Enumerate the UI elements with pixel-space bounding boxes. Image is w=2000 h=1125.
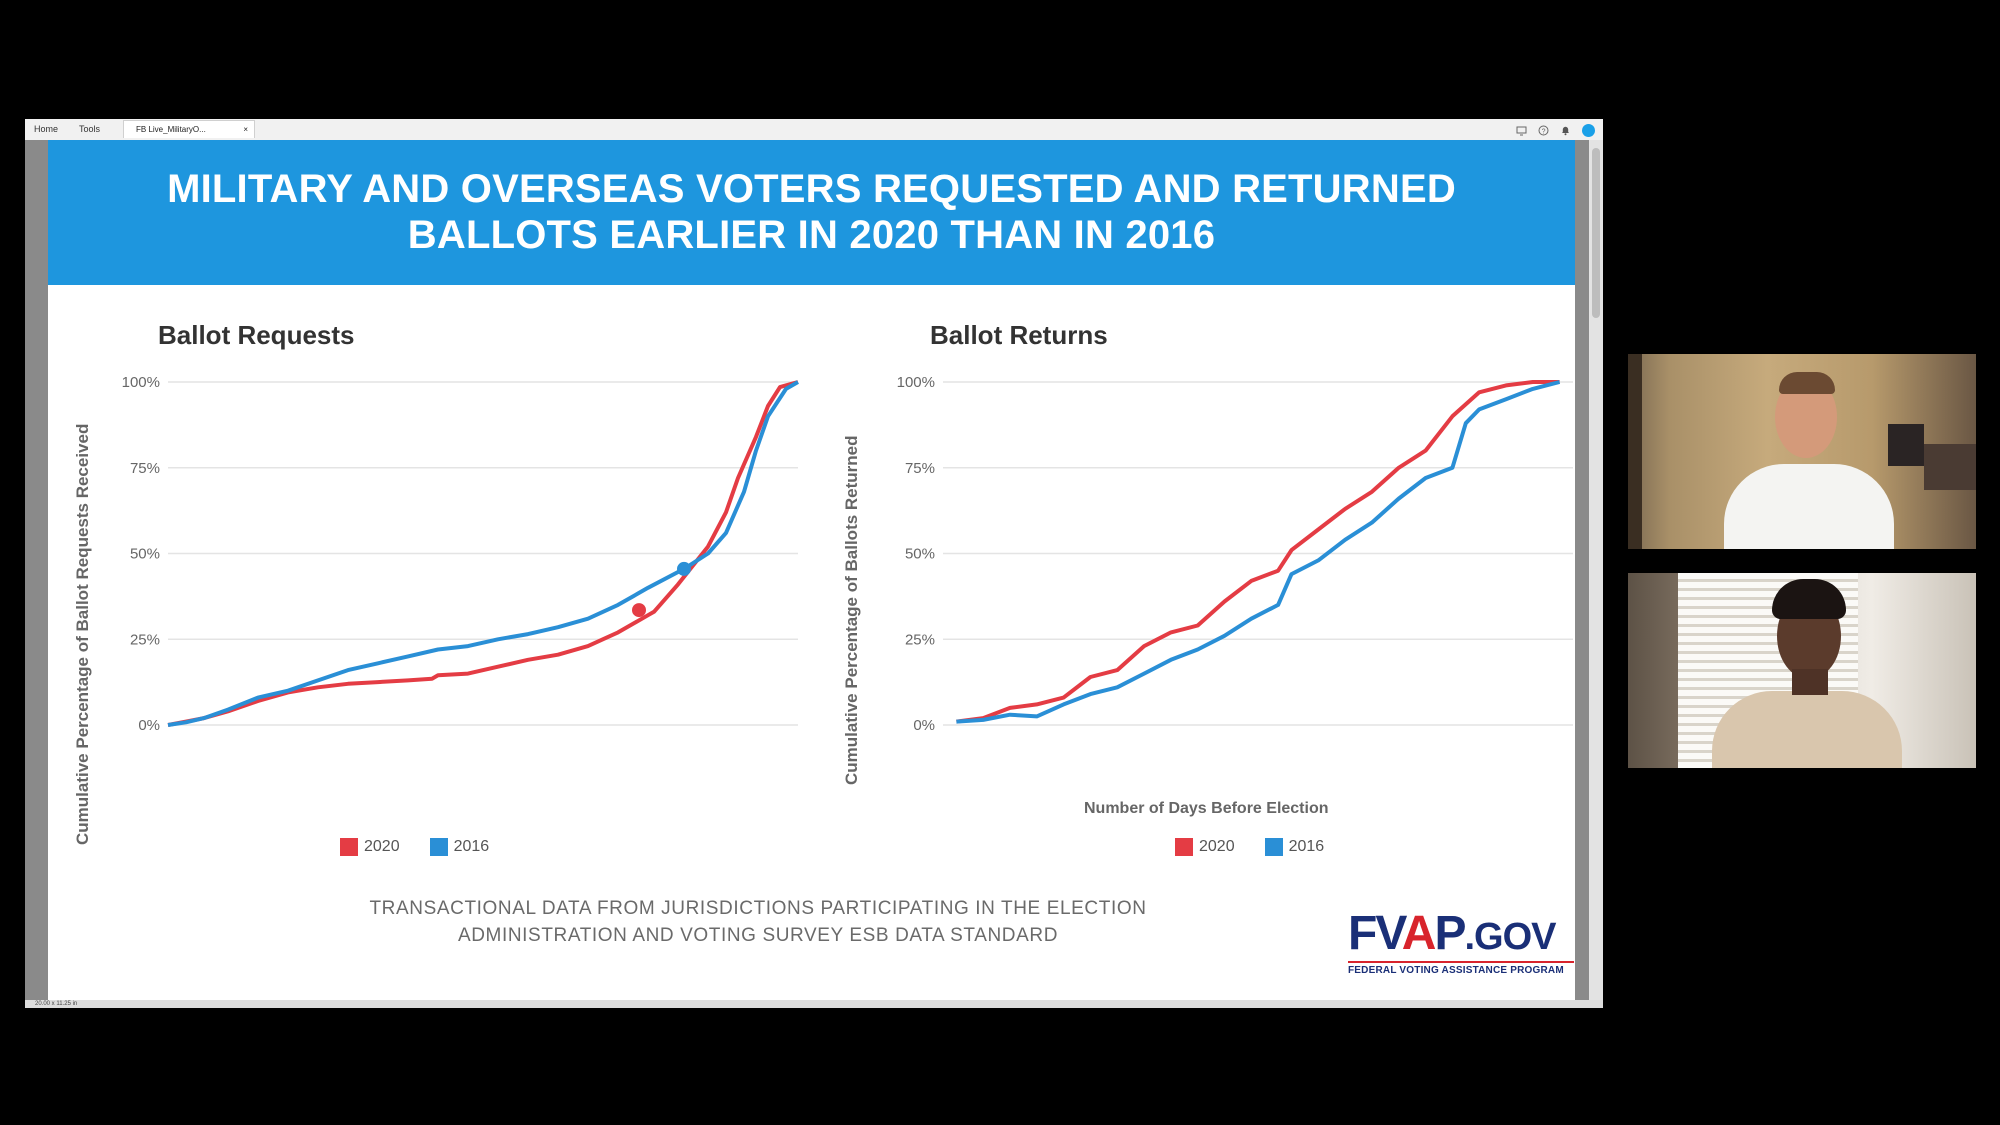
- legend-item-2020-returns: 2020: [1175, 838, 1235, 856]
- x-axis-label-returns: Number of Days Before Election: [1084, 800, 1329, 817]
- person-neck: [1792, 669, 1828, 695]
- vertical-scrollbar[interactable]: [1589, 140, 1603, 1000]
- y-tick-label: 100%: [897, 374, 935, 391]
- wall-decor: [1924, 444, 1976, 490]
- y-tick-label: 75%: [905, 460, 935, 477]
- series-marker-2016: [677, 561, 691, 576]
- person-sweater: [1712, 691, 1902, 768]
- scrollbar-thumb[interactable]: [1592, 148, 1600, 318]
- legend-item-2020: 2020: [340, 838, 400, 856]
- participant-video-woman[interactable]: [1628, 573, 1976, 768]
- person-hair: [1779, 372, 1835, 394]
- slide-title: MILITARY AND OVERSEAS VOTERS REQUESTED A…: [48, 166, 1575, 258]
- series-line-2020: [167, 380, 799, 727]
- legend-label-2016: 2016: [453, 838, 490, 855]
- chart-ballot-requests: 0%25%50%75%100%JANFEBMARAPRMAYJUNJULAUGS…: [122, 374, 799, 730]
- document-tab-label: FB Live_MilitaryO...: [136, 125, 206, 134]
- title-banner: MILITARY AND OVERSEAS VOTERS REQUESTED A…: [48, 140, 1575, 285]
- y-tick-label: 50%: [905, 546, 935, 563]
- series-line-2016: [956, 380, 1561, 724]
- footnote-line-1: TRANSACTIONAL DATA FROM JURISDICTIONS PA…: [369, 898, 1147, 919]
- legend-label-2020: 2020: [364, 838, 400, 855]
- fvap-logo: FVAP.GOV FEDERAL VOTING ASSISTANCE PROGR…: [1348, 910, 1574, 976]
- series-line-2016: [167, 380, 799, 727]
- document-tab[interactable]: FB Live_MilitaryO... ×: [123, 120, 255, 138]
- person-hair: [1772, 579, 1846, 619]
- wall-frame: [1888, 424, 1924, 466]
- person-shirt: [1724, 464, 1894, 549]
- legend-requests: 2020 2016: [340, 838, 511, 856]
- legend-returns: 2020 2016: [1175, 838, 1346, 856]
- footnote-line-2: ADMINISTRATION AND VOTING SURVEY ESB DAT…: [457, 925, 1059, 946]
- help-icon[interactable]: ?: [1538, 125, 1549, 136]
- y-tick-label: 0%: [138, 717, 160, 730]
- menu-tools[interactable]: Tools: [79, 124, 101, 134]
- chart-ballot-returns: 0%25%50%75%100%45403530252015105Election…: [897, 374, 1573, 730]
- status-bar: 20.00 x 11.25 in: [25, 1000, 1603, 1008]
- legend-item-2016-returns: 2016: [1264, 838, 1325, 856]
- document-area: MILITARY AND OVERSEAS VOTERS REQUESTED A…: [25, 140, 1589, 1000]
- monitor-icon[interactable]: [1516, 125, 1527, 136]
- legend-swatch-2016-returns: [1264, 838, 1283, 856]
- app-window: Home Tools FB Live_MilitaryO... × ? MILI…: [25, 119, 1603, 1008]
- door-frame: [1628, 354, 1642, 549]
- legend-item-2016: 2016: [429, 838, 490, 856]
- legend-label-2016-returns: 2016: [1288, 838, 1325, 855]
- toolbar-icons: ?: [1516, 121, 1595, 139]
- menu-home[interactable]: Home: [34, 124, 59, 134]
- chart-title-requests: Ballot Requests: [158, 320, 355, 350]
- chart-title-returns: Ballot Returns: [930, 320, 1108, 350]
- y-tick-label: 50%: [130, 546, 160, 563]
- source-footnote: TRANSACTIONAL DATA FROM JURISDICTIONS PA…: [348, 895, 1168, 949]
- y-tick-label: 25%: [905, 631, 935, 648]
- legend-swatch-2020: [340, 838, 358, 856]
- y-tick-label: 0%: [913, 717, 935, 730]
- slide-title-line-1: MILITARY AND OVERSEAS VOTERS REQUESTED A…: [167, 167, 1456, 211]
- account-icon[interactable]: [1582, 123, 1595, 137]
- svg-text:?: ?: [1542, 128, 1546, 135]
- series-line-2020: [956, 380, 1560, 724]
- participant-video-man[interactable]: [1628, 354, 1976, 549]
- y-axis-label-returns: Cumulative Percentage of Ballots Returne…: [842, 435, 861, 785]
- legend-label-2020-returns: 2020: [1199, 838, 1235, 855]
- y-tick-label: 25%: [130, 631, 160, 648]
- slide-title-line-2: BALLOTS EARLIER IN 2020 THAN IN 2016: [407, 213, 1216, 257]
- menu-bar: Home Tools FB Live_MilitaryO... × ?: [25, 119, 1603, 141]
- page-size-readout: 20.00 x 11.25 in: [35, 1001, 78, 1007]
- slide: MILITARY AND OVERSEAS VOTERS REQUESTED A…: [48, 140, 1575, 1000]
- fvap-logo-mark: FVAP.GOV: [1348, 907, 1557, 960]
- legend-swatch-2016: [429, 838, 448, 856]
- y-tick-label: 75%: [130, 460, 160, 477]
- legend-swatch-2020-returns: [1175, 838, 1193, 856]
- series-marker-2020: [632, 603, 646, 618]
- close-tab-icon[interactable]: ×: [243, 125, 248, 134]
- y-tick-label: 100%: [122, 374, 160, 391]
- fvap-logo-subtitle: FEDERAL VOTING ASSISTANCE PROGRAM: [1348, 961, 1574, 976]
- bell-icon[interactable]: [1560, 125, 1571, 136]
